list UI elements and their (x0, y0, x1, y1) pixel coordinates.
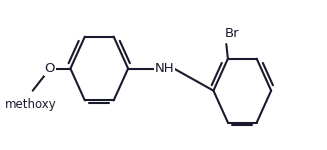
Text: methoxy: methoxy (5, 98, 57, 111)
Text: Br: Br (225, 27, 239, 40)
Text: methoxy: methoxy (29, 94, 36, 96)
Text: O: O (45, 62, 55, 75)
Text: NH: NH (155, 62, 174, 75)
